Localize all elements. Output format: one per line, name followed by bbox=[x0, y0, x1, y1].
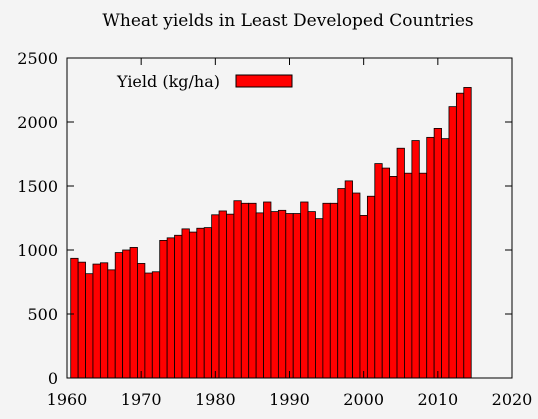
bar-1990 bbox=[285, 213, 294, 379]
bar-1997 bbox=[337, 188, 346, 379]
bar-1994 bbox=[315, 218, 324, 379]
bar-1966 bbox=[107, 269, 116, 379]
bar-1986 bbox=[255, 212, 264, 379]
bar-1985 bbox=[248, 202, 257, 379]
bar-1988 bbox=[270, 211, 279, 379]
bar-1995 bbox=[322, 202, 331, 379]
y-tick-label: 0 bbox=[48, 369, 58, 388]
bar-1970 bbox=[137, 263, 146, 379]
bar-2010 bbox=[433, 127, 442, 379]
bar-1989 bbox=[277, 209, 287, 379]
y-tick-label: 2000 bbox=[17, 113, 58, 132]
bar-1991 bbox=[292, 213, 302, 379]
legend: Yield (kg/ha) bbox=[116, 72, 293, 91]
bar-1965 bbox=[99, 262, 109, 379]
bar-1996 bbox=[329, 202, 339, 379]
bar-1976 bbox=[181, 228, 190, 379]
bar-1969 bbox=[129, 247, 138, 379]
bar-1975 bbox=[174, 234, 183, 379]
bar-2000 bbox=[359, 215, 368, 379]
bar-2005 bbox=[396, 147, 405, 379]
x-tick-label: 1960 bbox=[47, 390, 88, 409]
bar-1983 bbox=[233, 200, 242, 379]
bar-1962 bbox=[77, 261, 86, 379]
bar-1972 bbox=[151, 271, 161, 379]
x-tick-label: 2020 bbox=[492, 390, 533, 409]
y-tick-label: 2500 bbox=[17, 49, 58, 68]
bar-1978 bbox=[196, 227, 205, 379]
x-tick-label: 2010 bbox=[417, 390, 458, 409]
bar-1971 bbox=[144, 272, 153, 379]
legend-swatch bbox=[235, 74, 293, 88]
y-axis: 0 500 1000 1500 2000 2500 bbox=[17, 49, 512, 388]
bar-1998 bbox=[344, 180, 353, 379]
x-tick-label: 2000 bbox=[343, 390, 384, 409]
bar-1982 bbox=[226, 213, 235, 379]
y-tick-label: 500 bbox=[27, 305, 58, 324]
bar-1999 bbox=[352, 192, 361, 379]
bar-1984 bbox=[240, 202, 250, 379]
bar-2002 bbox=[374, 163, 383, 379]
bar-2009 bbox=[426, 136, 435, 379]
bar-1992 bbox=[300, 201, 309, 379]
bar-2011 bbox=[441, 138, 450, 379]
bar-2004 bbox=[389, 175, 398, 379]
bar-2013 bbox=[455, 92, 465, 379]
bar-2001 bbox=[366, 195, 376, 379]
bar-1973 bbox=[159, 239, 168, 379]
x-tick-label: 1990 bbox=[269, 390, 310, 409]
bar-1964 bbox=[92, 263, 101, 379]
bar-2008 bbox=[418, 172, 428, 379]
y-tick-label: 1500 bbox=[17, 177, 58, 196]
bar-1963 bbox=[85, 273, 94, 379]
bar-2003 bbox=[381, 167, 391, 379]
bar-2014 bbox=[463, 87, 472, 379]
x-tick-label: 1980 bbox=[195, 390, 236, 409]
bar-1961 bbox=[70, 257, 79, 379]
bar-1974 bbox=[166, 237, 175, 379]
bar-2012 bbox=[448, 106, 457, 379]
bar-1987 bbox=[263, 201, 272, 379]
bar-1979 bbox=[203, 227, 213, 379]
legend-label: Yield (kg/ha) bbox=[116, 72, 220, 91]
bar-2007 bbox=[411, 140, 420, 379]
bar-1980 bbox=[211, 214, 220, 379]
bar-2006 bbox=[404, 172, 413, 379]
y-tick-label: 1000 bbox=[17, 241, 58, 260]
bars-group bbox=[70, 87, 472, 379]
chart-title: Wheat yields in Least Developed Countrie… bbox=[102, 11, 473, 31]
x-axis: 1960 1970 1980 1990 2000 2010 2020 bbox=[47, 58, 533, 409]
bar-1968 bbox=[122, 249, 131, 379]
bar-1993 bbox=[307, 211, 316, 379]
bar-1967 bbox=[114, 252, 124, 379]
x-tick-label: 1970 bbox=[121, 390, 162, 409]
bar-1981 bbox=[218, 210, 227, 379]
bar-1977 bbox=[188, 231, 198, 379]
